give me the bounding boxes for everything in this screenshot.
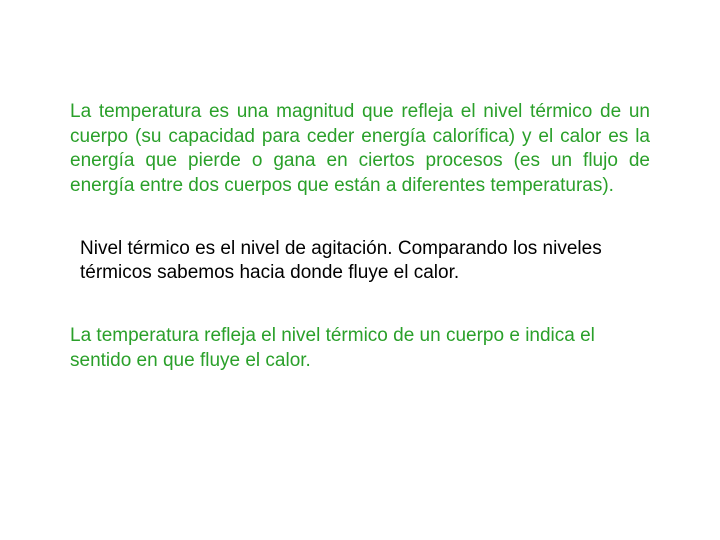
paragraph-3: La temperatura refleja el nivel térmico … (70, 324, 650, 373)
paragraph-1: La temperatura es una magnitud que refle… (70, 100, 650, 199)
paragraph-2: Nivel térmico es el nivel de agitación. … (80, 237, 640, 286)
